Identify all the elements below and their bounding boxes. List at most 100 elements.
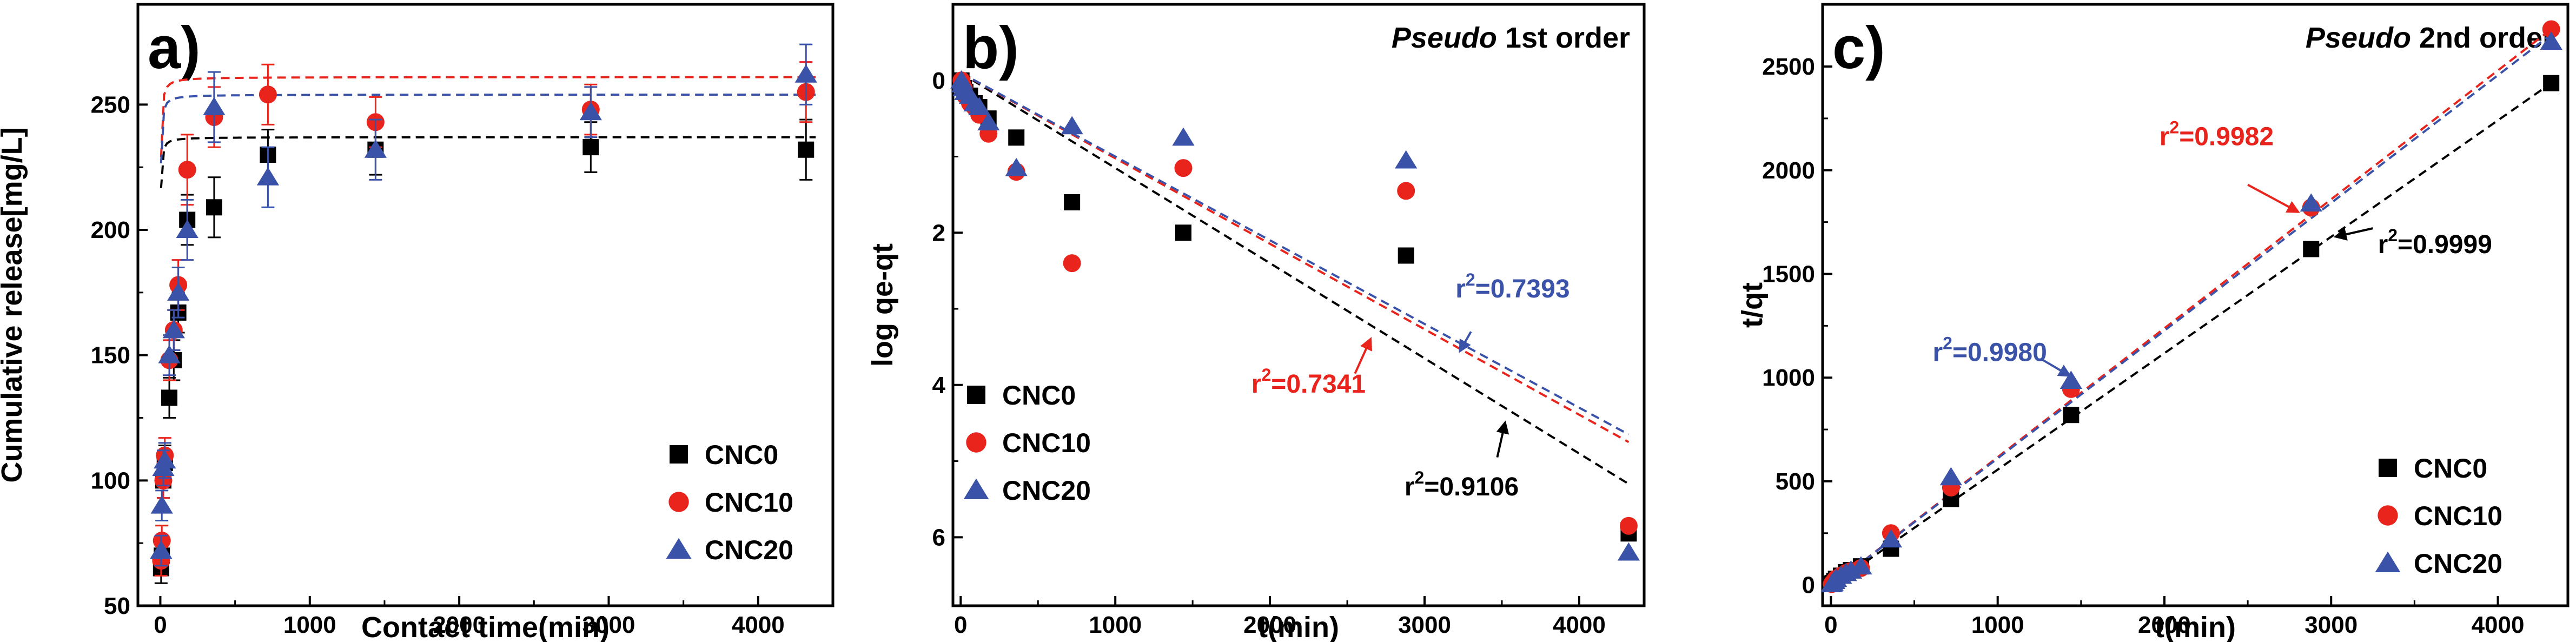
point-cnc0 [798, 141, 814, 158]
point-cnc20 [1005, 157, 1028, 176]
point-cnc20 [150, 495, 173, 514]
r2-value: =0.9980 [1952, 339, 2047, 367]
y-tick-label: 6 [932, 524, 945, 551]
legend-label-cnc20: CNC20 [2414, 548, 2502, 579]
point-cnc0 [1175, 224, 1191, 241]
legend-marker-cnc20 [963, 478, 989, 499]
fit-curve-cnc20 [160, 94, 816, 164]
legend-label-cnc10: CNC10 [1002, 428, 1091, 458]
legend-label-cnc10: CNC10 [705, 487, 793, 518]
r2-annotation-cnc20: r2=0.7393 [1455, 270, 1570, 303]
plot-frame [1821, 3, 2570, 607]
r2-value: =0.7393 [1475, 275, 1570, 303]
point-cnc20 [167, 282, 190, 301]
panel-label: c) [1832, 15, 1885, 81]
legend-marker-cnc20 [666, 538, 692, 559]
panel-title: Pseudo 1st order [1392, 22, 1630, 54]
point-cnc10 [259, 85, 277, 104]
plot-frame [136, 3, 835, 607]
legend-marker-cnc0 [670, 445, 688, 464]
y-tick-label: 150 [91, 342, 130, 369]
r2-value: =0.9999 [2398, 230, 2492, 259]
panel-b-pseudo-first-order: 0 1000 2000 3000 4000 0 2 4 6 t(min) log qe-qt b) Ps… [866, 3, 1646, 642]
legend-label-cnc0: CNC0 [1002, 380, 1076, 411]
panel-c-pseudo-second-order: 0 1000 2000 3000 4000 0 500 1000 1500 2000 2500 t(m… [1736, 3, 2570, 642]
r2-superscript: 2 [2169, 118, 2179, 137]
x-tick-label: 0 [154, 612, 167, 638]
x-tick-label: 4000 [732, 612, 785, 638]
r2-annotation-cnc0: r2=0.9999 [2378, 226, 2492, 259]
y-tick-label: 2000 [1762, 157, 1815, 184]
r2-value: =0.7341 [1271, 370, 1366, 399]
panel-title-italic: Pseudo [1392, 22, 1497, 54]
panel-a-release-kinetics: 0 1000 2000 3000 4000 50 100 150 200 250 Contact t… [0, 3, 835, 642]
r2-superscript: 2 [1415, 468, 1425, 487]
x-tick-label: 1000 [1971, 612, 2024, 638]
plot-frame [951, 3, 1646, 607]
point-cnc20 [256, 167, 280, 186]
r2-annotation-cnc20: r2=0.9980 [1932, 334, 2047, 367]
panel-title-rest: 2nd order [2411, 22, 2554, 54]
y-tick-label: 2 [932, 220, 945, 246]
annotation-arrow [1354, 336, 1372, 374]
point-cnc0 [206, 199, 222, 216]
y-tick-label: 4 [932, 372, 946, 399]
point-cnc0 [1398, 247, 1414, 264]
x-tick-label: 3000 [1398, 612, 1451, 638]
x-tick-label: 4000 [2472, 612, 2525, 638]
point-cnc20 [968, 97, 991, 116]
r2-superscript: 2 [2388, 226, 2398, 245]
legend-marker-cnc10 [2378, 505, 2398, 526]
annotation-arrow [2333, 227, 2373, 241]
point-cnc10 [1397, 182, 1415, 200]
point-cnc20 [2300, 193, 2322, 212]
panel-title-italic: Pseudo [2306, 22, 2411, 54]
r2-value: =0.9106 [1424, 473, 1519, 501]
r2-symbol: r [1405, 473, 1415, 501]
point-cnc10 [1063, 254, 1081, 273]
x-tick-label: 2000 [2138, 612, 2191, 638]
fit-line-cnc10 [960, 71, 1630, 444]
panel-title-rest: 1st order [1497, 22, 1630, 54]
annotation-arrow [1459, 331, 1472, 353]
annotation-arrow [2247, 183, 2300, 213]
x-axis-label: Contact time(min) [361, 611, 610, 642]
legend-label-cnc10: CNC10 [2414, 501, 2502, 531]
legend-label-cnc20: CNC20 [705, 535, 793, 565]
annotation-arrow [1496, 420, 1509, 458]
r2-annotation-cnc0: r2=0.9106 [1405, 468, 1519, 501]
fit-line-cnc10 [1830, 28, 2552, 587]
fit-curve-cnc0 [160, 136, 816, 188]
point-cnc0 [1008, 129, 1025, 146]
point-cnc0 [1064, 194, 1081, 210]
x-tick-label: 0 [954, 612, 967, 638]
x-tick-label: 2000 [433, 612, 486, 638]
y-tick-label: 1000 [1762, 365, 1815, 391]
point-cnc0 [161, 389, 178, 406]
fit-line-cnc20 [1830, 34, 2552, 587]
x-tick-label: 1000 [1089, 612, 1142, 638]
point-cnc20 [2540, 31, 2562, 50]
y-tick-label: 2500 [1762, 54, 1815, 80]
point-cnc0 [2303, 241, 2320, 257]
legend-label-cnc0: CNC0 [705, 440, 778, 470]
point-cnc20 [579, 102, 602, 121]
fit-curve-cnc10 [160, 76, 816, 157]
panel-label: a) [148, 15, 201, 81]
point-cnc10 [1174, 159, 1193, 177]
point-cnc20 [977, 112, 1000, 131]
x-tick-label: 3000 [582, 612, 635, 638]
x-tick-label: 1000 [283, 612, 336, 638]
y-tick-label: 500 [1776, 468, 1815, 495]
point-cnc20 [150, 540, 173, 559]
legend-marker-cnc0 [2379, 459, 2397, 477]
legend-label-cnc20: CNC20 [1002, 475, 1091, 506]
point-cnc20 [158, 345, 181, 363]
x-tick-label: 0 [1824, 612, 1837, 638]
r2-symbol: r [2160, 123, 2170, 151]
y-axis-label: log qe-qt [866, 243, 899, 367]
point-cnc20 [1061, 116, 1083, 135]
y-tick-label: 0 [932, 68, 945, 94]
point-cnc20 [203, 97, 226, 115]
